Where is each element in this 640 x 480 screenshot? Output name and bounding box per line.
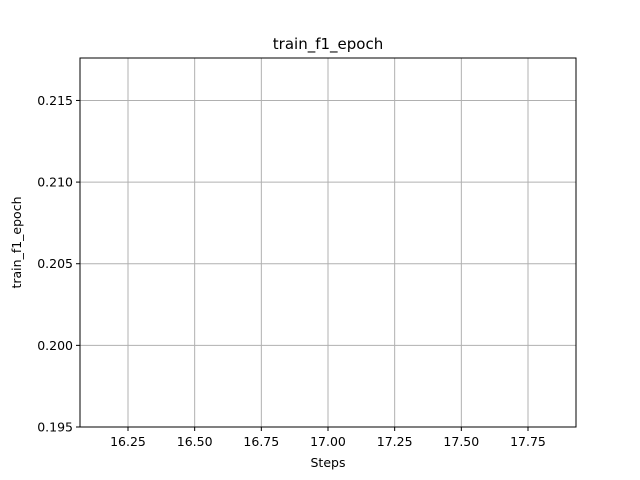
x-tick-label: 16.50 (177, 434, 213, 449)
x-tick-label: 16.25 (110, 434, 146, 449)
y-axis: 0.195 0.200 0.205 0.210 0.215 (37, 93, 80, 435)
x-axis: 16.25 16.50 16.75 17.00 17.25 17.50 17.75 (110, 427, 546, 449)
x-tick-label: 17.75 (510, 434, 546, 449)
y-tick-label: 0.210 (37, 175, 73, 190)
x-tick-label: 17.25 (377, 434, 413, 449)
x-tick-label: 17.50 (443, 434, 479, 449)
x-tick-label: 16.75 (243, 434, 279, 449)
y-tick-label: 0.205 (37, 256, 73, 271)
y-tick-label: 0.215 (37, 93, 73, 108)
x-axis-label: Steps (311, 455, 346, 470)
chart-title: train_f1_epoch (273, 35, 383, 54)
y-axis-label: train_f1_epoch (9, 196, 24, 288)
y-tick-label: 0.200 (37, 338, 73, 353)
x-tick-label: 17.00 (310, 434, 346, 449)
y-tick-label: 0.195 (37, 420, 73, 435)
grid (80, 58, 576, 428)
